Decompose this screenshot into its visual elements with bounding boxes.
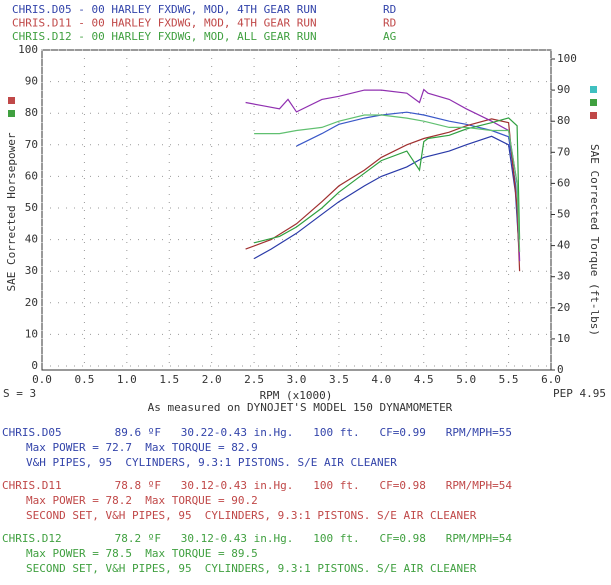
series-line — [253, 117, 521, 244]
y2-tick-label: 70 — [557, 145, 570, 158]
x-tick-label: 5.0 — [456, 373, 476, 386]
y2-tick-label: 50 — [557, 208, 570, 221]
y2-tick-label: 60 — [557, 176, 570, 189]
legend-tag: AG — [383, 30, 396, 43]
legend-label: CHRIS.D05 - 00 HARLEY FXDWG, MOD, 4TH GE… — [12, 3, 317, 16]
swatch — [590, 86, 597, 93]
run-info: CHRIS.D05 89.6 ºF 30.22-0.43 in.Hg. 100 … — [2, 426, 512, 439]
x-tick-label: 4.0 — [371, 373, 391, 386]
y-tick-label: 50 — [25, 201, 38, 214]
y2-axis-title: SAE Corrected Torque (ft-lbs) — [588, 144, 601, 336]
y2-tick-label: 90 — [557, 83, 570, 96]
run-info: CHRIS.D12 78.2 ºF 30.12-0.43 in.Hg. 100 … — [2, 532, 512, 545]
y2-tick-label: 40 — [557, 239, 570, 252]
y-tick-label: 90 — [25, 75, 38, 88]
series-line — [296, 111, 520, 246]
series-line — [245, 88, 521, 262]
y2-tick-label: 10 — [557, 332, 570, 345]
x-tick-label: 0.0 — [32, 373, 52, 386]
y-tick-label: 70 — [25, 138, 38, 151]
series-line — [253, 135, 520, 260]
x-tick-label: 1.0 — [117, 373, 137, 386]
swatch — [590, 99, 597, 106]
series-line — [254, 114, 521, 252]
run-info: V&H PIPES, 95 CYLINDERS, 9.3:1 PISTONS. … — [26, 456, 397, 469]
y-tick-label: 40 — [25, 233, 38, 246]
y2-tick-label: 80 — [557, 114, 570, 127]
y-tick-label: 10 — [25, 327, 38, 340]
y2-tick-label: 30 — [557, 270, 570, 283]
y-tick-label: 0 — [31, 359, 38, 372]
legend-label: CHRIS.D11 - 00 HARLEY FXDWG, MOD, 4TH GE… — [12, 17, 317, 30]
x-tick-label: 2.0 — [202, 373, 222, 386]
swatch — [590, 112, 597, 119]
legend-tag: RD — [383, 3, 396, 16]
legend-tag: RD — [383, 17, 396, 30]
swatch — [8, 97, 15, 104]
run-info: Max POWER = 72.7 Max TORQUE = 82.9 — [26, 441, 258, 454]
x-tick-label: 0.5 — [74, 373, 94, 386]
version: PEP 4.95 — [553, 387, 606, 400]
x-tick-label: 1.5 — [159, 373, 179, 386]
y-axis-title: SAE Corrected Horsepower — [5, 132, 18, 291]
y-tick-label: 60 — [25, 169, 38, 182]
series-line — [245, 118, 521, 272]
swatch — [8, 110, 15, 117]
caption: As measured on DYNOJET'S MODEL 150 DYNAM… — [148, 401, 453, 414]
run-info: SECOND SET, V&H PIPES, 95 CYLINDERS, 9.3… — [26, 562, 477, 575]
run-info: Max POWER = 78.2 Max TORQUE = 90.2 — [26, 494, 258, 507]
x-tick-label: 4.5 — [414, 373, 434, 386]
run-info: CHRIS.D11 78.8 ºF 30.12-0.43 in.Hg. 100 … — [2, 479, 512, 492]
x-tick-label: 6.0 — [541, 373, 561, 386]
y2-tick-label: 20 — [557, 301, 570, 314]
y-tick-label: 80 — [25, 106, 38, 119]
legend-label: CHRIS.D12 - 00 HARLEY FXDWG, MOD, ALL GE… — [12, 30, 317, 43]
x-tick-label: 2.5 — [244, 373, 264, 386]
y2-tick-label: 0 — [557, 363, 564, 376]
x-tick-label: 5.5 — [499, 373, 519, 386]
y2-tick-label: 100 — [557, 52, 577, 65]
y-tick-label: 100 — [18, 43, 38, 56]
run-info: Max POWER = 78.5 Max TORQUE = 89.5 — [26, 547, 258, 560]
smoothing: S = 3 — [3, 387, 36, 400]
y-tick-label: 30 — [25, 264, 38, 277]
run-info: SECOND SET, V&H PIPES, 95 CYLINDERS, 9.3… — [26, 509, 477, 522]
x-tick-label: 3.0 — [287, 373, 307, 386]
x-tick-label: 3.5 — [329, 373, 349, 386]
y-tick-label: 20 — [25, 296, 38, 309]
x-axis-title: RPM (x1000) — [260, 389, 333, 402]
